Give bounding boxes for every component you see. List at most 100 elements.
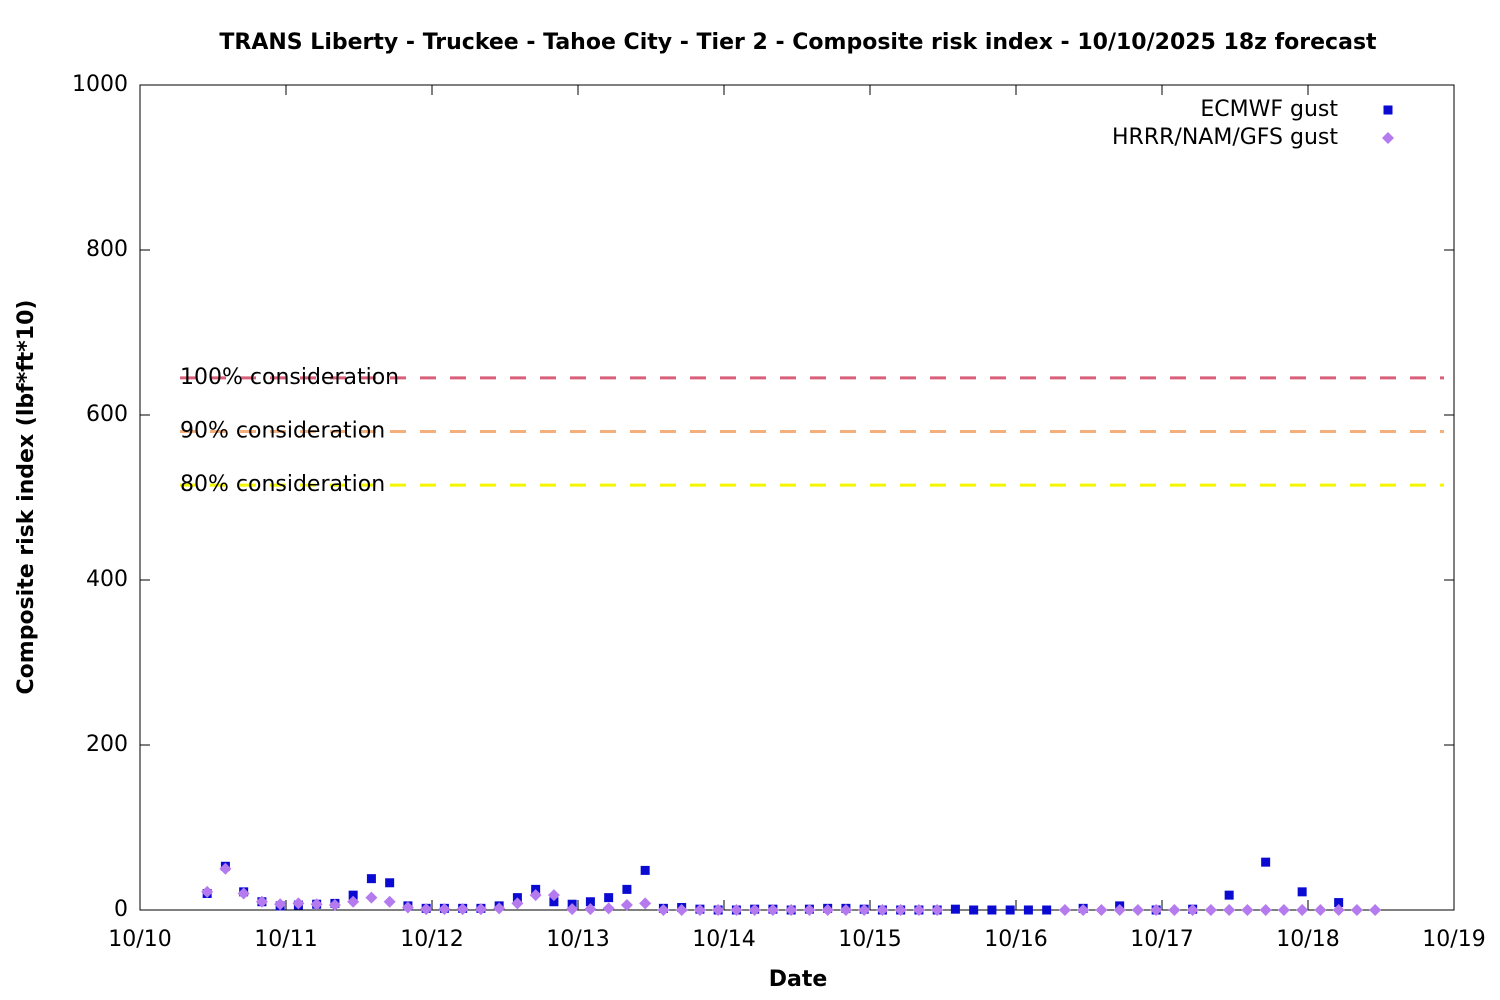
data-point (310, 898, 323, 911)
data-point (969, 905, 979, 915)
data-point (950, 904, 960, 914)
data-point (675, 904, 688, 916)
data-point (1297, 887, 1307, 897)
data-point (693, 904, 706, 916)
legend-label: ECMWF gust (1200, 97, 1338, 122)
data-point (383, 895, 396, 908)
data-point (237, 887, 250, 900)
data-point (1042, 905, 1052, 915)
data-point (255, 895, 268, 908)
data-point (712, 904, 725, 916)
data-point (493, 902, 506, 915)
legend-label: HRRR/NAM/GFS gust (1112, 125, 1338, 150)
data-point (1350, 904, 1363, 916)
data-point (385, 878, 395, 888)
data-point (456, 903, 469, 916)
data-point (620, 899, 633, 912)
data-point (420, 903, 433, 916)
data-point (622, 884, 632, 894)
data-point (584, 903, 597, 916)
data-point (839, 904, 852, 916)
data-point (366, 874, 376, 884)
y-tick-label: 600 (86, 402, 128, 427)
y-tick-label: 0 (114, 897, 128, 922)
data-point (1005, 905, 1015, 915)
data-point (1334, 898, 1344, 908)
x-tick-label: 10/19 (1422, 927, 1485, 952)
data-point (201, 885, 214, 898)
threshold-label: 80% consideration (180, 472, 385, 497)
x-tick-label: 10/14 (692, 927, 755, 952)
y-tick-label: 800 (86, 237, 128, 262)
data-point (1186, 904, 1199, 916)
y-tick-label: 1000 (72, 72, 128, 97)
plot-frame (139, 84, 1455, 911)
data-point (511, 897, 524, 910)
y-axis-title: Composite risk index (lbf*ft*10) (14, 300, 39, 695)
data-point (1095, 904, 1108, 916)
data-point (858, 904, 871, 916)
data-point (1296, 904, 1309, 916)
data-point (639, 897, 652, 910)
data-point (585, 897, 595, 907)
data-point (1224, 890, 1234, 900)
data-point (604, 893, 614, 903)
data-point (219, 862, 232, 875)
legend-marker (1383, 105, 1393, 115)
legend-marker (1382, 132, 1394, 144)
data-point (474, 903, 487, 916)
data-point (401, 901, 414, 914)
x-tick-label: 10/11 (254, 927, 317, 952)
data-point (1077, 904, 1090, 916)
x-tick-label: 10/18 (1276, 927, 1339, 952)
data-point (766, 904, 779, 916)
data-point (876, 904, 889, 916)
data-point (1241, 904, 1254, 916)
data-point (1314, 904, 1327, 916)
x-tick-label: 10/15 (838, 927, 901, 952)
data-point (274, 898, 287, 911)
x-tick-label: 10/17 (1130, 927, 1193, 952)
data-point (328, 899, 341, 912)
data-point (1223, 904, 1236, 916)
data-point (566, 903, 579, 916)
data-point (1150, 904, 1163, 916)
data-point (348, 890, 358, 900)
data-point (1204, 904, 1217, 916)
x-tick-label: 10/12 (400, 927, 463, 952)
y-tick-label: 200 (86, 732, 128, 757)
data-point (748, 904, 761, 916)
data-point (1023, 905, 1033, 915)
x-tick-label: 10/10 (108, 927, 171, 952)
threshold-label: 100% consideration (180, 365, 399, 390)
data-point (785, 904, 798, 916)
data-point (894, 904, 907, 916)
data-point (987, 905, 997, 915)
data-point (803, 904, 816, 916)
chart-title: TRANS Liberty - Truckee - Tahoe City - T… (219, 30, 1377, 55)
data-point (438, 903, 451, 916)
data-point (730, 904, 743, 916)
x-tick-label: 10/13 (546, 927, 609, 952)
data-point (347, 895, 360, 908)
data-point (1369, 904, 1382, 916)
data-point (931, 904, 944, 916)
data-point (1261, 857, 1271, 867)
data-point (529, 889, 542, 902)
data-point (640, 865, 650, 875)
data-point (821, 904, 834, 916)
data-point (912, 904, 925, 916)
data-point (657, 904, 670, 916)
threshold-label: 90% consideration (180, 419, 385, 444)
x-tick-label: 10/16 (984, 927, 1047, 952)
data-point (1131, 904, 1144, 916)
data-point (547, 889, 560, 902)
data-point (1277, 904, 1290, 916)
y-tick-label: 400 (86, 567, 128, 592)
data-point (1113, 904, 1126, 916)
data-point (1168, 904, 1181, 916)
data-point (292, 897, 305, 910)
data-point (602, 902, 615, 915)
